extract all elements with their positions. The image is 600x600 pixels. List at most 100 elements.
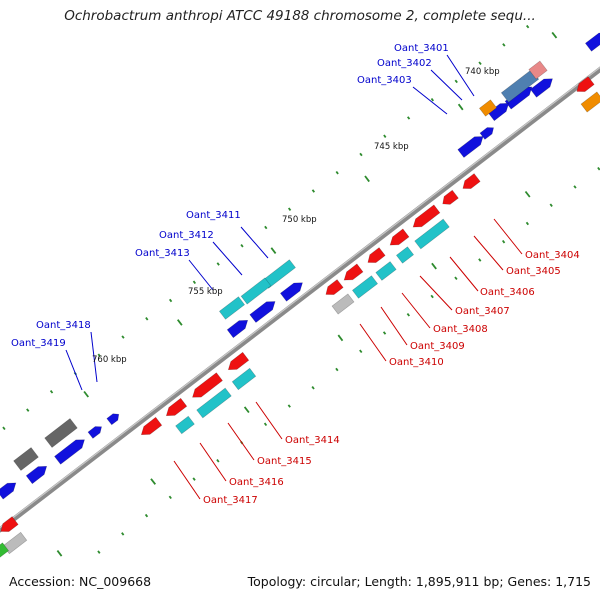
gene-oant-3409-cyan [351,275,379,299]
tick-label-755: 755 kbp [188,287,223,297]
minor-tick-outer-bottom [525,221,530,226]
gene-gray-left [44,418,78,448]
gene-oant-3415-cyan [196,387,232,419]
minor-tick-outer-top [383,134,387,138]
leader-oant-3413 [188,259,214,291]
major-tick-top [457,103,464,111]
gene-label-oant-3417[interactable]: Oant_3417 [203,495,258,506]
gene-oant-3402 [487,102,510,122]
minor-tick-outer-top [335,170,339,175]
gene-oant-3414 [227,351,250,371]
gene-top-right-orange [580,91,600,113]
minor-tick-outer-bottom [121,532,125,536]
leader-oant-3419 [65,349,83,391]
gene-oant-3410 [325,279,344,295]
gene-label-oant-3411[interactable]: Oant_3411 [186,210,241,221]
minor-tick-outer-top [240,244,244,248]
gene-label-oant-3409[interactable]: Oant_3409 [410,341,465,352]
tick-label-760: 760 kbp [92,355,127,365]
chromosome-backbone [0,66,600,533]
gene-oant-3417 [140,416,163,436]
gene-top-right-red [576,76,595,92]
gene-oant-3407 [389,228,410,246]
gene-label-oant-3413[interactable]: Oant_3413 [135,248,190,259]
gene-oant-3418 [106,413,120,426]
leader-oant-3406 [449,256,479,292]
gene-blue-left-2 [25,465,48,485]
gene-blue-left-3 [0,482,17,500]
gene-oant-3416-cyan [175,415,195,435]
leader-oant-3401 [446,54,475,97]
gene-oant-3403-orange [478,99,498,117]
minor-tick-outer-top [216,262,220,266]
gene-oant-3419 [87,426,102,439]
gene-label-oant-3401[interactable]: Oant_3401 [394,43,449,54]
gene-oant-3410-gray [331,293,355,315]
major-tick-top [551,31,558,39]
gene-label-oant-3408[interactable]: Oant_3408 [433,324,488,335]
minor-tick-outer-bottom [430,294,434,299]
leader-oant-3412 [212,241,243,276]
gene-oant-3413 [218,296,246,320]
gene-oant-3412-blue [249,301,276,323]
gene-bottom-left-red [0,516,19,532]
minor-tick-outer-top [430,97,435,102]
gene-label-oant-3404[interactable]: Oant_3404 [525,250,580,261]
gene-oant-3408 [367,247,386,263]
gene-oant-3403 [457,136,484,158]
map-title: Ochrobactrum anthropi ATCC 49188 chromos… [64,8,536,24]
major-tick-top [270,247,277,254]
tick-label-740: 740 kbp [465,67,500,77]
minor-tick-outer-top [406,116,411,120]
gene-oant-3413-blue [226,319,249,339]
gene-label-oant-3414[interactable]: Oant_3414 [285,435,340,446]
major-tick-bottom [243,406,250,414]
gene-label-oant-3405[interactable]: Oant_3405 [506,266,561,277]
minor-tick-outer-top [359,152,363,157]
gene-oant-3404 [462,173,481,189]
gene-oant-3403b [479,127,494,140]
major-tick-bottom [337,334,344,342]
minor-tick-outer-bottom [192,477,196,481]
gene-label-oant-3412[interactable]: Oant_3412 [159,230,214,241]
major-tick-bottom [524,190,531,198]
gene-oant-3415 [192,372,223,398]
gene-oant-3409 [343,263,364,281]
minor-tick-outer-top [287,207,292,211]
major-tick-top [364,175,370,183]
major-tick-bottom [150,478,157,485]
gene-oant-3412 [240,277,272,305]
leader-oant-3402 [430,69,463,101]
gene-label-oant-3419[interactable]: Oant_3419 [11,338,66,349]
gene-blue-left [54,439,85,465]
gene-label-oant-3406[interactable]: Oant_3406 [480,287,535,298]
gene-bottom-left-green [0,542,10,558]
gene-label-oant-3418[interactable]: Oant_3418 [36,320,91,331]
gene-label-oant-3402[interactable]: Oant_3402 [377,58,432,69]
minor-tick-outer-top [121,335,125,339]
gene-label-oant-3415[interactable]: Oant_3415 [257,456,312,467]
minor-tick-outer-top [264,225,268,230]
gene-label-oant-3407[interactable]: Oant_3407 [455,306,510,317]
minor-tick-outer-top [192,280,197,285]
minor-tick-outer-bottom [144,513,149,518]
leader-oant-3403 [412,86,448,115]
leader-oant-3411 [240,226,269,259]
leader-oant-3417 [173,460,201,500]
gene-oant-3407-cyan [395,246,415,264]
gene-label-oant-3410[interactable]: Oant_3410 [389,357,444,368]
minor-tick-outer-bottom [263,422,268,427]
leader-oant-3415 [227,422,255,461]
minor-tick-outer-bottom [549,203,553,207]
minor-tick-outer-bottom [382,331,387,335]
leader-oant-3405 [473,235,504,271]
major-tick-top [176,319,183,326]
minor-tick-outer-bottom [216,459,220,463]
gene-label-oant-3403[interactable]: Oant_3403 [357,75,412,86]
minor-tick-outer-top [168,298,173,303]
gene-label-oant-3416[interactable]: Oant_3416 [229,477,284,488]
leader-oant-3408 [401,292,431,329]
gene-oant-3416 [165,397,188,417]
